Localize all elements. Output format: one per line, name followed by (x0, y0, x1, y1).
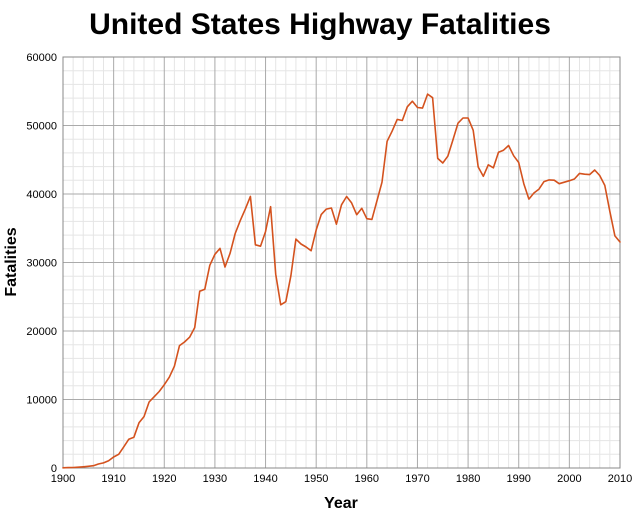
svg-text:Year: Year (324, 495, 358, 512)
svg-text:1910: 1910 (101, 473, 125, 485)
svg-text:20000: 20000 (26, 326, 57, 338)
svg-text:Fatalities: Fatalities (3, 227, 20, 296)
svg-text:40000: 40000 (26, 189, 57, 201)
svg-text:1920: 1920 (152, 473, 176, 485)
svg-text:1980: 1980 (456, 473, 480, 485)
svg-text:50000: 50000 (26, 121, 57, 133)
svg-text:0: 0 (51, 463, 57, 475)
svg-text:1970: 1970 (405, 473, 429, 485)
svg-text:1940: 1940 (253, 473, 277, 485)
svg-text:1990: 1990 (506, 473, 530, 485)
svg-text:1960: 1960 (355, 473, 379, 485)
svg-text:60000: 60000 (26, 52, 57, 64)
svg-text:2010: 2010 (608, 473, 632, 485)
svg-text:1930: 1930 (203, 473, 227, 485)
svg-text:30000: 30000 (26, 258, 57, 270)
svg-text:1950: 1950 (304, 473, 328, 485)
svg-text:2000: 2000 (557, 473, 581, 485)
svg-text:10000: 10000 (26, 395, 57, 407)
